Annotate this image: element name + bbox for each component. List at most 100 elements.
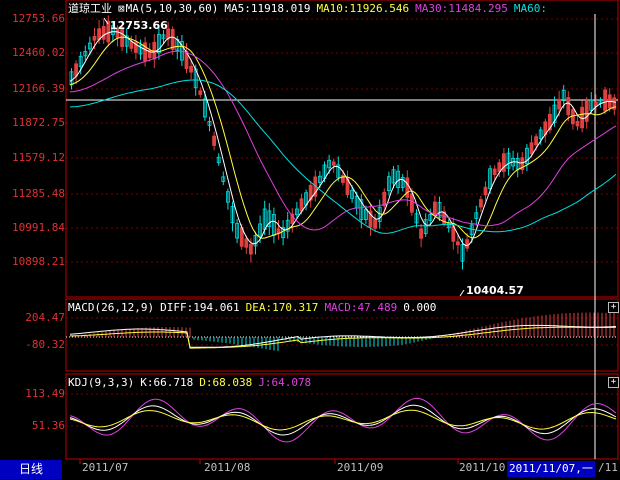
candle-body bbox=[253, 234, 258, 247]
candle-body bbox=[189, 65, 194, 73]
candle-body bbox=[225, 191, 230, 203]
expand-macd-icon[interactable]: + bbox=[608, 302, 619, 313]
macd-dea-value: DEA:170.317 bbox=[245, 301, 319, 314]
index-name: 道琼工业 bbox=[68, 2, 112, 15]
candle-body bbox=[258, 223, 263, 237]
macd-value: MACD:47.489 bbox=[324, 301, 398, 314]
candle-body bbox=[492, 168, 497, 175]
kdj-panel-header: KDJ(9,3,3) K:66.718 D:68.038 J:64.078 bbox=[68, 376, 317, 389]
kdj-indicator-label[interactable]: KDJ(9,3,3) bbox=[68, 376, 135, 389]
candle-body bbox=[552, 104, 557, 123]
ma-indicator-icon[interactable]: ⊠ bbox=[118, 2, 125, 15]
candle-body bbox=[432, 201, 437, 215]
candle-body bbox=[133, 41, 138, 53]
kdj-k-value: K:66.718 bbox=[140, 376, 194, 389]
candle-body bbox=[405, 177, 410, 198]
macd-diff-line bbox=[69, 324, 617, 348]
candle-body bbox=[460, 244, 465, 262]
candle-body bbox=[294, 208, 299, 216]
candle-body bbox=[299, 198, 304, 212]
x-tick-edge: /11 bbox=[598, 461, 618, 474]
price-y-tick: 11872.75 bbox=[12, 116, 65, 129]
candle-body bbox=[437, 202, 442, 218]
candle-body bbox=[419, 228, 424, 239]
price-y-tick: 10991.84 bbox=[12, 221, 65, 234]
ma5-value: MA5:11918.019 bbox=[224, 2, 311, 15]
candle-body bbox=[111, 25, 115, 36]
candle-body bbox=[603, 89, 607, 112]
candle-body bbox=[359, 199, 364, 221]
candle-body bbox=[290, 213, 295, 225]
x-tick: 2011/10 bbox=[459, 461, 506, 474]
candle-body bbox=[478, 199, 483, 208]
macd-dea-line bbox=[70, 326, 617, 349]
candle-body bbox=[428, 214, 433, 221]
period-low-marker bbox=[459, 289, 465, 297]
kdj-j-line bbox=[69, 397, 617, 443]
candle-body bbox=[589, 99, 594, 111]
candle-body bbox=[317, 175, 322, 183]
candle-body bbox=[368, 210, 373, 228]
candle-body bbox=[69, 71, 74, 86]
candle-body bbox=[465, 239, 470, 249]
candle-body bbox=[557, 98, 561, 110]
candle-body bbox=[525, 147, 529, 165]
candle-body bbox=[235, 223, 240, 239]
kdj-d-line bbox=[69, 409, 617, 431]
candle-body bbox=[92, 35, 97, 41]
price-y-tick: 11579.12 bbox=[12, 151, 65, 164]
macd-zero-value: 0.000 bbox=[403, 301, 437, 314]
candle-body bbox=[198, 90, 203, 95]
ma60-value: MA60: bbox=[513, 2, 547, 15]
ma10-line bbox=[69, 36, 617, 239]
candle-body bbox=[143, 42, 148, 62]
cursor-date-label: 2011/11/07,一 bbox=[507, 461, 595, 477]
macd-y-tick: 204.47 bbox=[25, 311, 65, 324]
period-daily-button[interactable]: 日线 bbox=[0, 460, 62, 479]
candle-body bbox=[101, 26, 106, 40]
candle-body bbox=[202, 98, 207, 118]
kdj-j-value: J:64.078 bbox=[258, 376, 312, 389]
price-y-tick: 12460.02 bbox=[12, 46, 65, 59]
ma30-value: MA30:11484.295 bbox=[415, 2, 508, 15]
candle-body bbox=[386, 176, 391, 192]
candle-body bbox=[212, 135, 217, 146]
candle-body bbox=[331, 161, 336, 166]
candle-body bbox=[88, 42, 92, 50]
candle-body bbox=[248, 243, 253, 255]
x-tick: 2011/08 bbox=[204, 461, 251, 474]
candle-body bbox=[83, 51, 88, 57]
candle-body bbox=[207, 120, 212, 126]
macd-indicator-label[interactable]: MACD(26,12,9) bbox=[68, 301, 155, 314]
candle-body bbox=[147, 50, 152, 59]
candle-body bbox=[340, 175, 345, 183]
candle-body bbox=[170, 28, 175, 50]
candle-body bbox=[409, 193, 414, 213]
expand-kdj-icon[interactable]: + bbox=[608, 377, 619, 388]
candle-body bbox=[221, 176, 226, 182]
candle-body bbox=[373, 218, 378, 229]
candle-body bbox=[382, 191, 387, 207]
kdj-d-value: D:68.038 bbox=[199, 376, 253, 389]
period-low-label: 10404.57 bbox=[466, 284, 524, 297]
candle-body bbox=[455, 241, 460, 246]
candle-body bbox=[156, 34, 161, 54]
price-y-tick: 12753.66 bbox=[12, 12, 65, 25]
candle-body bbox=[400, 177, 405, 188]
candle-body bbox=[285, 219, 290, 232]
ma-indicator-label[interactable]: MA(5,10,30,60) bbox=[125, 2, 219, 15]
candle-body bbox=[442, 211, 447, 224]
candle-body bbox=[548, 113, 552, 131]
candle-body bbox=[423, 219, 428, 235]
price-y-tick: 10898.21 bbox=[12, 255, 65, 268]
candle-body bbox=[497, 162, 502, 173]
candle-body bbox=[414, 213, 419, 224]
ma60-line bbox=[69, 79, 617, 234]
ma5-line bbox=[69, 31, 617, 247]
candle-body bbox=[350, 189, 355, 199]
kdj-y-tick: 113.49 bbox=[25, 387, 65, 400]
candle-body bbox=[594, 101, 598, 106]
candle-body bbox=[161, 34, 166, 39]
candle-body bbox=[474, 212, 479, 219]
